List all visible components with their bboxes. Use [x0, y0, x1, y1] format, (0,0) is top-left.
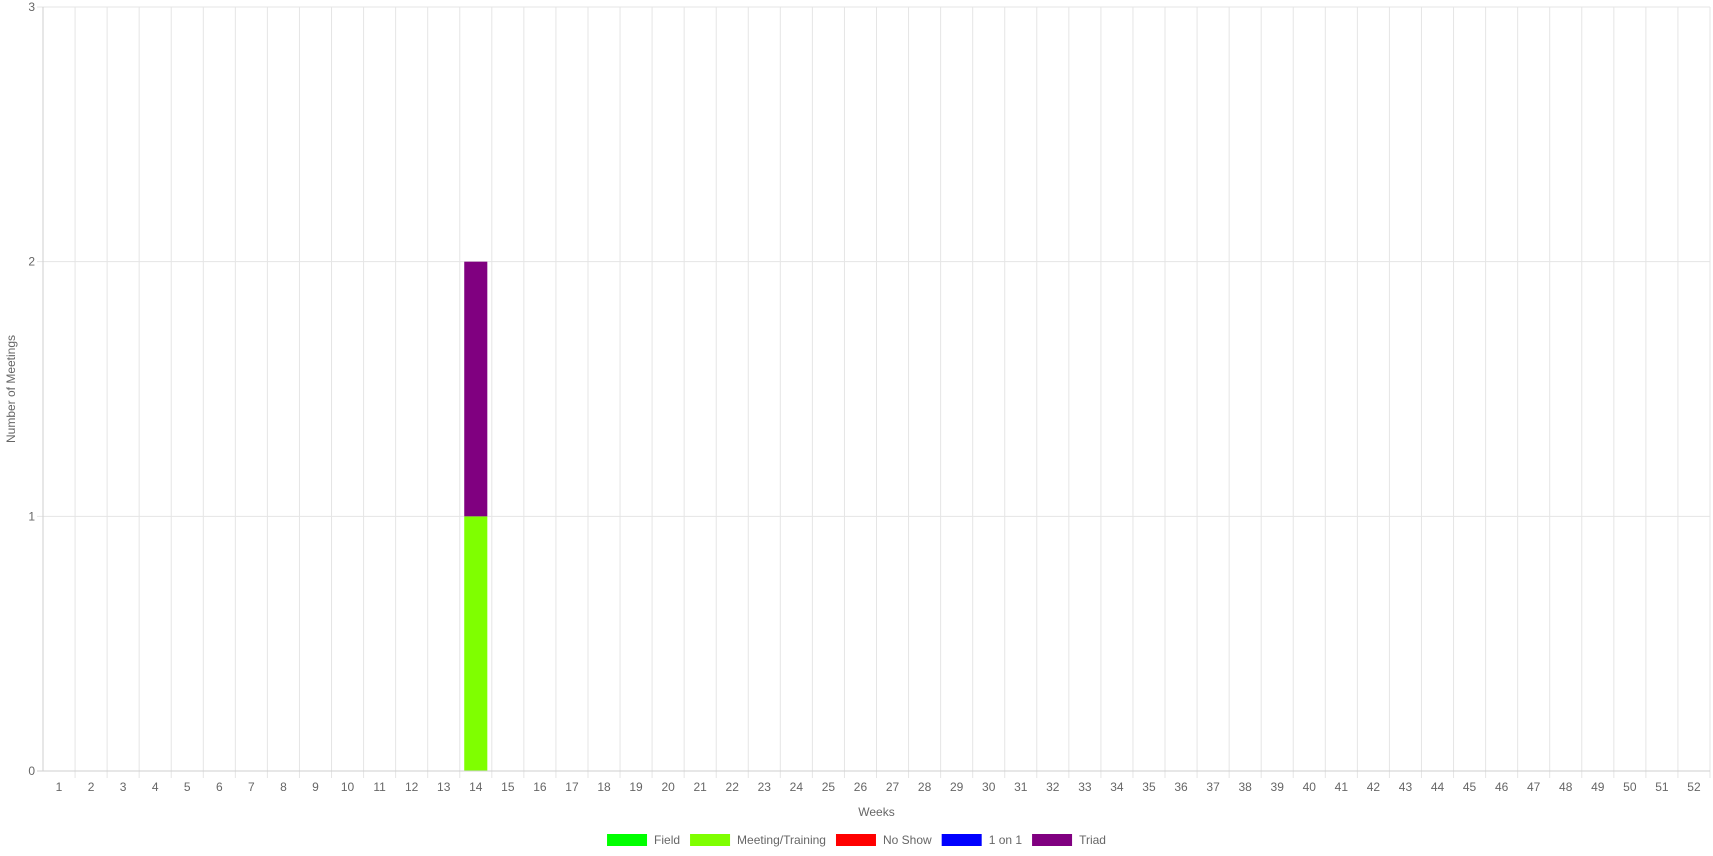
x-tick-label: 28 — [918, 780, 932, 794]
x-tick-labels: 1 2 3 4 5 6 7 8 9 10 11 12 13 14 15 16 17 18 19 20 21 22 23 24 2… — [56, 780, 1701, 794]
legend-swatch-meeting-training — [690, 834, 731, 846]
x-tick-label: 10 — [341, 780, 355, 794]
x-tick-label: 27 — [886, 780, 900, 794]
x-tick-label: 21 — [694, 780, 708, 794]
x-tick-label: 13 — [437, 780, 451, 794]
legend-label-1-on-1[interactable]: 1 on 1 — [989, 833, 1023, 847]
x-tick-label: 48 — [1559, 780, 1573, 794]
x-tick-label: 18 — [597, 780, 611, 794]
x-tick-label: 25 — [822, 780, 836, 794]
x-tick-label: 26 — [854, 780, 868, 794]
axes — [42, 7, 1710, 772]
x-tick-label: 23 — [758, 780, 772, 794]
y-tick-labels: 0 1 2 3 — [28, 0, 35, 778]
x-tick-label: 12 — [405, 780, 419, 794]
x-tick-label: 52 — [1687, 780, 1701, 794]
x-tick-label: 42 — [1367, 780, 1381, 794]
x-tick-label: 3 — [120, 780, 127, 794]
bar-segment-triad-week-14 — [464, 261, 488, 517]
x-tick-label: 35 — [1142, 780, 1156, 794]
legend-label-field[interactable]: Field — [654, 833, 680, 847]
x-tick-label: 33 — [1078, 780, 1092, 794]
x-tick-label: 34 — [1110, 780, 1124, 794]
legend-label-triad[interactable]: Triad — [1079, 833, 1106, 847]
y-axis-title: Number of Meetings — [4, 335, 18, 443]
x-tick-label: 51 — [1655, 780, 1669, 794]
x-tick-label: 1 — [56, 780, 63, 794]
x-tick-label: 37 — [1206, 780, 1220, 794]
x-tick-label: 9 — [312, 780, 319, 794]
legend-swatch-1-on-1 — [941, 834, 982, 846]
x-tick-label: 5 — [184, 780, 191, 794]
x-tick-label: 36 — [1174, 780, 1188, 794]
legend-swatch-triad — [1032, 834, 1073, 846]
x-tick-label: 32 — [1046, 780, 1060, 794]
bar-segment-meeting-training-week-14 — [464, 516, 488, 771]
legend: Field Meeting/Training No Show 1 on 1 Triad — [607, 833, 1106, 847]
x-tick-label: 43 — [1399, 780, 1413, 794]
x-tick-label: 20 — [661, 780, 675, 794]
x-tick-label: 40 — [1303, 780, 1317, 794]
x-tick-label: 2 — [88, 780, 95, 794]
x-tick-label: 16 — [533, 780, 547, 794]
x-tick-label: 7 — [248, 780, 255, 794]
x-tick-label: 39 — [1271, 780, 1285, 794]
legend-swatch-no-show — [835, 834, 876, 846]
x-tick-label: 46 — [1495, 780, 1509, 794]
x-tick-label: 38 — [1238, 780, 1252, 794]
x-tick-label: 44 — [1431, 780, 1445, 794]
x-tick-label: 8 — [280, 780, 287, 794]
x-axis-title: Weeks — [858, 805, 894, 819]
x-tick-label: 29 — [950, 780, 964, 794]
x-tick-label: 24 — [790, 780, 804, 794]
legend-label-meeting-training[interactable]: Meeting/Training — [737, 833, 826, 847]
y-tick-label: 3 — [28, 0, 35, 14]
x-tick-label: 49 — [1591, 780, 1605, 794]
legend-swatch-field — [607, 834, 648, 846]
x-tick-label: 15 — [501, 780, 515, 794]
x-tick-label: 47 — [1527, 780, 1541, 794]
grid-lines — [37, 6, 1711, 778]
x-tick-label: 41 — [1335, 780, 1349, 794]
x-tick-label: 19 — [629, 780, 643, 794]
x-tick-label: 30 — [982, 780, 996, 794]
x-tick-label: 45 — [1463, 780, 1477, 794]
x-tick-label: 22 — [726, 780, 740, 794]
y-tick-label: 1 — [28, 509, 35, 523]
y-tick-label: 0 — [28, 764, 35, 778]
x-tick-label: 4 — [152, 780, 159, 794]
x-tick-label: 14 — [469, 780, 483, 794]
legend-label-no-show[interactable]: No Show — [883, 833, 932, 847]
bars — [464, 261, 488, 771]
x-tick-label: 11 — [373, 780, 386, 794]
x-tick-label: 6 — [216, 780, 223, 794]
y-tick-label: 2 — [28, 255, 35, 269]
x-tick-label: 50 — [1623, 780, 1637, 794]
x-tick-label: 17 — [565, 780, 579, 794]
x-tick-label: 31 — [1014, 780, 1028, 794]
